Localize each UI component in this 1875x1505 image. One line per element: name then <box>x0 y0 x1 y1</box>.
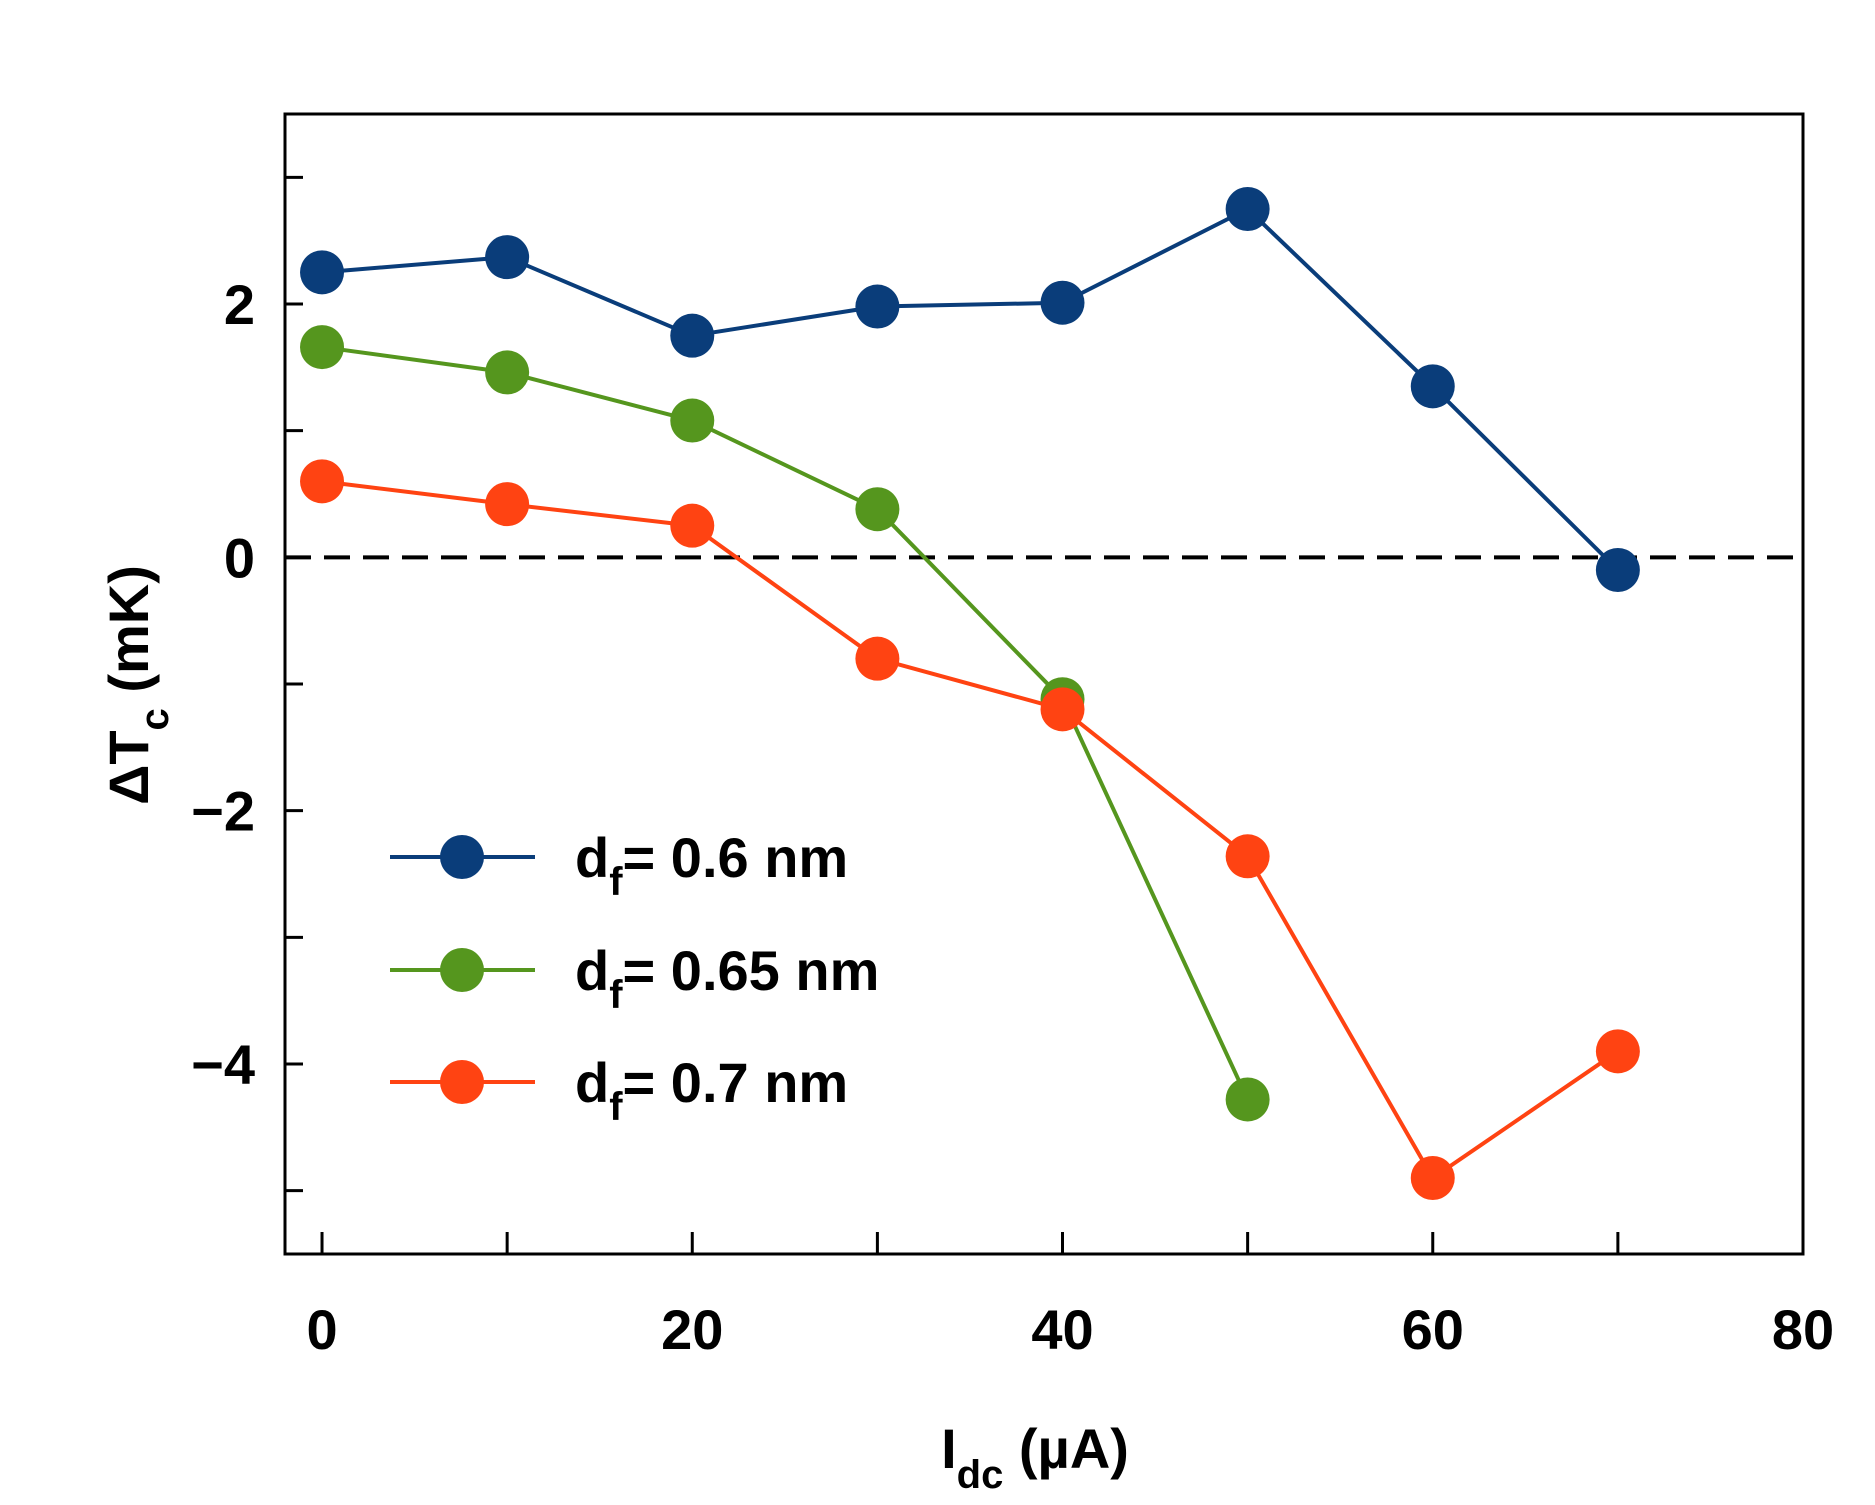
data-point-1-0 <box>300 325 345 370</box>
data-point-1-5 <box>1225 1077 1270 1122</box>
legend-entry-2: df= 0.7 nm <box>390 1051 848 1129</box>
series-line-0 <box>321 207 1620 572</box>
data-point-2-1 <box>485 482 530 527</box>
x-tick-label-0: 0 <box>306 1298 337 1361</box>
data-point-0-0 <box>300 250 345 295</box>
x-tick-label-1: 20 <box>661 1298 723 1361</box>
x-tick-label-2: 40 <box>1031 1298 1093 1361</box>
x-axis-label-sub: dc <box>957 1453 1004 1497</box>
data-point-0-2 <box>670 313 715 358</box>
series-line-1 <box>321 345 1250 1101</box>
data-point-2-0 <box>300 459 345 504</box>
data-point-2-4 <box>1040 687 1085 732</box>
series-line-2 <box>321 479 1620 1180</box>
data-point-0-6 <box>1410 364 1455 409</box>
x-tick-label-3: 60 <box>1402 1298 1464 1361</box>
y-tick-label-1: −2 <box>191 780 255 843</box>
series-layer <box>300 187 1640 1200</box>
data-point-1-2 <box>670 398 715 443</box>
y-tick-label-3: 2 <box>224 273 255 336</box>
series-0 <box>300 187 1640 592</box>
x-axis-label-unit: (µA) <box>1003 1417 1129 1480</box>
legend-label-0-main: d <box>575 826 609 889</box>
legend-marker-2 <box>440 1060 484 1104</box>
legend-label-1-main: d <box>575 939 609 1002</box>
x-tick-label-4: 80 <box>1772 1298 1834 1361</box>
legend-entry-1: df= 0.65 nm <box>390 939 879 1017</box>
legend-label-1: df= 0.65 nm <box>575 939 879 1017</box>
series-2 <box>300 459 1640 1200</box>
legend-marker-0 <box>440 835 484 879</box>
legend-label-1-rest: = 0.65 nm <box>623 939 880 1002</box>
y-axis-label: ΔTc (mK) <box>97 565 177 805</box>
data-point-0-4 <box>1040 280 1085 325</box>
legend: df= 0.6 nm df= 0.65 nm df= 0.7 nm <box>390 826 879 1129</box>
legend-label-2-rest: = 0.7 nm <box>623 1051 849 1114</box>
y-axis-label-unit: (mK) <box>97 565 160 708</box>
y-tick-label-2: 0 <box>224 526 255 589</box>
data-point-2-5 <box>1225 834 1270 879</box>
data-point-0-3 <box>855 284 900 329</box>
x-axis-label: Idc (µA) <box>941 1417 1129 1497</box>
legend-entry-0: df= 0.6 nm <box>390 826 848 904</box>
legend-label-0-rest: = 0.6 nm <box>623 826 849 889</box>
legend-label-2: df= 0.7 nm <box>575 1051 848 1129</box>
x-axis-label-main: I <box>941 1417 957 1480</box>
data-point-1-1 <box>485 350 530 395</box>
data-point-2-6 <box>1410 1156 1455 1200</box>
data-point-2-7 <box>1595 1029 1640 1074</box>
y-axis-label-sub: c <box>133 708 177 730</box>
legend-label-0-sub: f <box>609 860 623 904</box>
data-point-1-3 <box>855 487 900 532</box>
legend-marker-1 <box>440 948 484 992</box>
y-tick-label-0: −4 <box>191 1033 255 1096</box>
data-point-0-1 <box>485 235 530 280</box>
data-point-0-7 <box>1595 548 1640 592</box>
data-point-2-3 <box>855 636 900 681</box>
legend-label-0: df= 0.6 nm <box>575 826 848 904</box>
axes-layer: 0 20 40 60 80 −4 −2 0 2 <box>191 112 1834 1361</box>
y-axis-label-main: ΔT <box>97 730 160 804</box>
data-point-0-5 <box>1225 187 1270 231</box>
legend-label-1-sub: f <box>609 973 623 1017</box>
legend-label-2-sub: f <box>609 1085 623 1129</box>
legend-label-2-main: d <box>575 1051 609 1114</box>
data-point-2-2 <box>670 503 715 548</box>
